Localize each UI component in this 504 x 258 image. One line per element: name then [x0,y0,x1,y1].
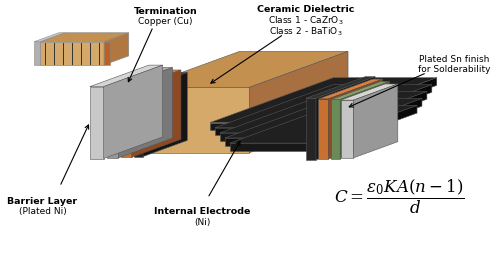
Polygon shape [313,105,417,151]
Text: Ceramic Dielectric: Ceramic Dielectric [258,5,355,13]
Polygon shape [220,133,313,141]
Polygon shape [220,92,427,133]
Polygon shape [319,99,328,159]
Polygon shape [103,65,163,158]
Polygon shape [313,99,422,146]
Text: Termination: Termination [134,7,198,16]
Polygon shape [306,77,375,98]
Polygon shape [340,82,390,158]
Polygon shape [141,87,249,153]
Text: $C = \dfrac{\epsilon_0 KA(n-1)}{d}$: $C = \dfrac{\epsilon_0 KA(n-1)}{d}$ [335,178,465,216]
Polygon shape [230,143,313,151]
Polygon shape [230,105,417,143]
Polygon shape [34,33,65,42]
Text: Plated Sn finish: Plated Sn finish [419,55,489,63]
Polygon shape [225,138,313,146]
Polygon shape [306,98,316,160]
Polygon shape [118,68,172,158]
Polygon shape [316,77,375,160]
Text: Class 1 - CaZrO$_3$: Class 1 - CaZrO$_3$ [268,15,344,27]
Text: (Ni): (Ni) [195,217,211,227]
Polygon shape [215,85,432,128]
Polygon shape [319,79,383,99]
Polygon shape [121,70,181,88]
Polygon shape [107,68,172,87]
Polygon shape [210,78,437,123]
Polygon shape [225,99,422,138]
Polygon shape [90,87,103,158]
Text: Internal Electrode: Internal Electrode [154,207,251,216]
Polygon shape [134,72,187,88]
Text: for Solderability: for Solderability [418,65,490,74]
Polygon shape [341,100,353,158]
Polygon shape [104,42,110,65]
Polygon shape [121,88,132,157]
Polygon shape [313,92,427,141]
Polygon shape [134,88,143,157]
Polygon shape [104,33,129,65]
Polygon shape [341,84,398,100]
Polygon shape [107,87,118,158]
Polygon shape [353,84,398,158]
Polygon shape [331,82,390,100]
Text: Class 2 - BaTiO$_3$: Class 2 - BaTiO$_3$ [269,25,343,38]
Text: Copper (Cu): Copper (Cu) [139,17,193,26]
Polygon shape [132,70,181,157]
Polygon shape [40,33,129,42]
Text: Barrier Layer: Barrier Layer [8,197,78,206]
Polygon shape [215,128,313,135]
Polygon shape [249,51,348,153]
Polygon shape [313,85,432,135]
Polygon shape [331,100,340,158]
Text: (Plated Ni): (Plated Ni) [19,207,67,216]
Polygon shape [328,79,383,159]
Polygon shape [90,65,163,87]
Polygon shape [141,51,348,87]
Polygon shape [40,42,104,65]
Polygon shape [34,42,40,65]
Polygon shape [313,78,437,130]
Polygon shape [143,72,187,157]
Polygon shape [210,123,313,130]
